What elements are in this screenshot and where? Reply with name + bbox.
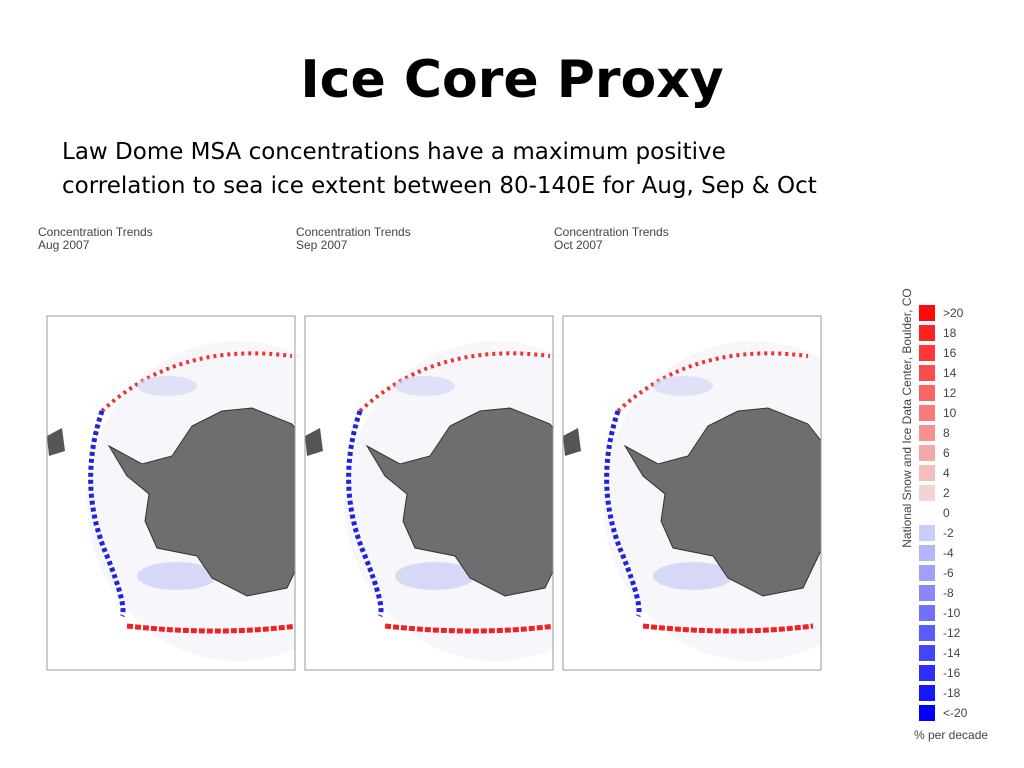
legend-label: 8	[943, 426, 950, 440]
legend-swatch	[919, 465, 935, 481]
legend-label: 0	[943, 506, 950, 520]
legend-label: 2	[943, 486, 950, 500]
legend-swatch	[919, 345, 935, 361]
legend-swatch	[919, 365, 935, 381]
legend-label: -6	[943, 566, 954, 580]
panel-month: Aug 2007	[38, 238, 90, 252]
legend-swatch	[919, 685, 935, 701]
legend-label: -2	[943, 526, 954, 540]
panel-heading: Concentration Trends	[38, 225, 153, 239]
legend-label: 6	[943, 446, 950, 460]
panel-month: Sep 2007	[296, 238, 348, 252]
panel: Concentration Trends Aug 2007	[38, 225, 296, 671]
panel-heading: Concentration Trends	[296, 225, 411, 239]
legend-label: -18	[943, 686, 961, 700]
legend-swatch	[919, 305, 935, 321]
legend-label: -10	[943, 606, 961, 620]
legend-swatch	[919, 485, 935, 501]
credit: National Snow and Ice Data Center, Bould…	[900, 288, 914, 547]
title: Ice Core Proxy	[300, 50, 723, 110]
panel-heading: Concentration Trends	[554, 225, 669, 239]
legend-label: -14	[943, 646, 961, 660]
legend-swatch	[919, 425, 935, 441]
legend-label: 14	[943, 366, 957, 380]
legend-label: -4	[943, 546, 954, 560]
subtitle-line: correlation to sea ice extent between 80…	[62, 173, 817, 199]
legend-unit: % per decade	[914, 728, 988, 742]
legend-swatch	[919, 405, 935, 421]
legend-swatch	[919, 545, 935, 561]
legend-label: 4	[943, 466, 950, 480]
panel: Concentration Trends Sep 2007	[296, 225, 554, 671]
legend-swatch	[919, 645, 935, 661]
legend-label: 12	[943, 386, 957, 400]
legend: >20 18 16 14 12 10 8 6 4 2 0 -2 -4 -6 -8 -10 -12 -14 -16 -1…	[919, 305, 968, 721]
legend-label: 16	[943, 346, 957, 360]
legend-label: -12	[943, 626, 961, 640]
panel: Concentration Trends Oct 2007	[554, 225, 822, 671]
legend-swatch	[919, 585, 935, 601]
legend-label: 10	[943, 406, 957, 420]
legend-label: >20	[943, 306, 964, 320]
legend-label: <-20	[943, 706, 968, 720]
legend-swatch	[919, 445, 935, 461]
legend-swatch	[919, 565, 935, 581]
legend-label: -8	[943, 586, 954, 600]
legend-swatch	[919, 625, 935, 641]
legend-swatch	[919, 605, 935, 621]
legend-label: -16	[943, 666, 961, 680]
legend-swatch	[919, 705, 935, 721]
legend-swatch	[919, 505, 935, 521]
legend-swatch	[919, 325, 935, 341]
legend-swatch	[919, 665, 935, 681]
panel-month: Oct 2007	[554, 238, 603, 252]
legend-swatch	[919, 525, 935, 541]
subtitle-line: Law Dome MSA concentrations have a maxim…	[62, 139, 726, 165]
legend-label: 18	[943, 326, 957, 340]
legend-swatch	[919, 385, 935, 401]
